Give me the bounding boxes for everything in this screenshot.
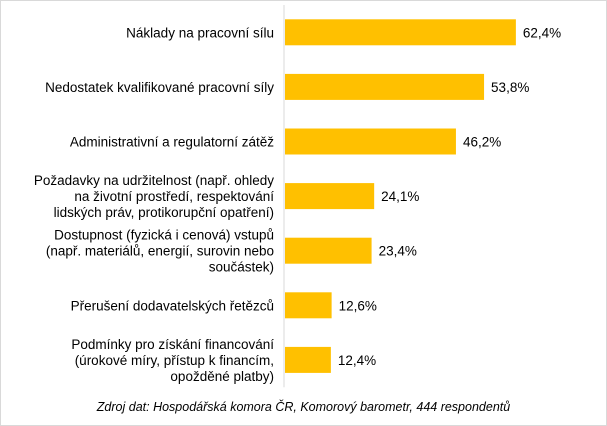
data-label: 62,4% — [523, 25, 561, 40]
source-note: Zdroj dat: Hospodářská komora ČR, Komoro… — [96, 400, 511, 414]
data-label: 53,8% — [491, 80, 529, 95]
bar — [285, 292, 332, 319]
category-label: Podmínky pro získání financování (úrokové… — [71, 337, 274, 384]
category-label-line: Nedostatek kvalifikované pracovní síly — [45, 80, 274, 95]
data-label: 12,6% — [339, 298, 377, 313]
category-label-line: (úrokové míry, přístup k financím, — [75, 353, 274, 368]
category-label: Dostupnost (fyzická i cenová) vstupů (nap… — [46, 228, 274, 275]
data-label: 24,1% — [381, 189, 419, 204]
data-label: 23,4% — [379, 244, 417, 259]
category-label-line: na životní prostředí, respektování — [74, 189, 274, 204]
bar — [285, 128, 456, 155]
bar — [285, 73, 485, 100]
data-label: 12,4% — [338, 353, 376, 368]
category-label-line: součástek) — [209, 260, 274, 275]
category-label-line: Přerušení dodavatelských řetězců — [71, 298, 274, 313]
category-label-line: Podmínky pro získání financování — [71, 337, 274, 352]
category-label-line: Požadavky na udržitelnost (např. ohledy — [34, 173, 274, 188]
category-label: Náklady na pracovní sílu — [126, 25, 274, 40]
category-label-line: Náklady na pracovní sílu — [126, 25, 274, 40]
bar — [285, 346, 331, 373]
category-label: Nedostatek kvalifikované pracovní síly — [45, 80, 274, 95]
data-label: 46,2% — [463, 135, 501, 150]
bar — [285, 19, 516, 46]
category-label-line: lidských práv, protikorupční opatření) — [54, 205, 274, 220]
category-label: Požadavky na udržitelnost (např. ohledy n… — [34, 173, 274, 220]
category-label: Přerušení dodavatelských řetězců — [71, 298, 274, 313]
category-label-line: Administrativní a regulatorní zátěž — [70, 135, 274, 150]
category-label: Administrativní a regulatorní zátěž — [70, 135, 274, 150]
bar — [285, 237, 372, 264]
category-label-line: opožděné platby) — [170, 369, 274, 384]
category-label-line: Dostupnost (fyzická i cenová) vstupů — [54, 228, 274, 243]
category-label-line: (např. materiálů, energií, surovin nebo — [46, 244, 274, 259]
bar — [285, 183, 375, 210]
